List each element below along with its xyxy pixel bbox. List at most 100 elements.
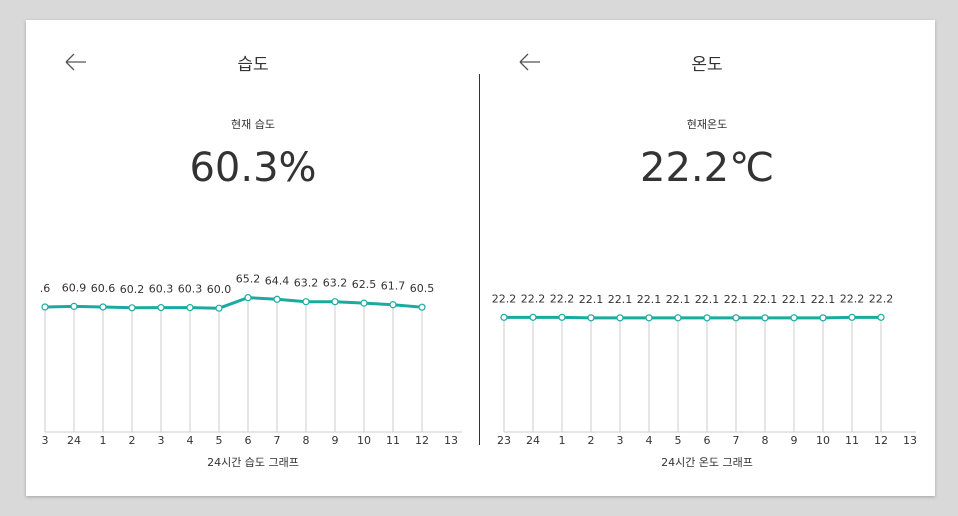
x-tick-label: 24 [67,434,81,447]
x-axis-title: 24시간 습도 그래프 [207,456,299,469]
series-line [504,315,881,320]
data-label: 60.3 [149,283,174,296]
data-label: 65.2 [236,273,261,286]
data-point [418,303,426,311]
data-point [215,304,223,312]
data-point [302,298,310,306]
x-tick-label: 3 [617,434,624,447]
data-label: 63.2 [294,277,319,290]
data-point [360,299,368,307]
series-line [44,296,423,310]
data-label: .6 [40,282,51,295]
data-point [273,295,281,303]
x-tick-label: 12 [415,434,429,447]
x-tick-label: 3 [158,434,165,447]
data-label: 60.3 [178,283,203,296]
data-point [70,302,78,310]
data-point [500,313,508,321]
data-point [674,314,682,322]
card [26,20,935,496]
data-label: 22.2 [550,292,575,305]
current-label: 현재 습도 [231,118,275,131]
data-label: 22.2 [521,292,546,305]
x-tick-label: 1 [559,434,566,447]
x-tick-label: 1 [100,434,107,447]
data-label: 60.0 [207,283,232,296]
x-tick-label: 2 [588,434,595,447]
data-label: 60.5 [410,282,435,295]
x-tick-label: 13 [444,434,458,447]
x-tick-label: 9 [332,434,339,447]
data-label: 60.6 [91,282,116,295]
data-point [877,313,885,321]
current-label: 현재온도 [687,118,727,131]
x-tick-label: 24 [526,434,540,447]
x-tick-label: 5 [675,434,682,447]
x-tick-label: 6 [245,434,252,447]
x-tick-label: 7 [733,434,740,447]
x-tick-label: 10 [816,434,830,447]
data-point [157,303,165,312]
data-label: 22.1 [811,293,836,306]
data-label: 22.1 [579,293,604,306]
data-point [389,301,397,309]
x-tick-label: 5 [216,434,223,447]
current-value: 22.2℃ [640,145,774,191]
x-tick-label: 13 [903,434,917,447]
data-label: 63.2 [323,277,348,290]
back-button[interactable] [519,53,540,71]
data-point [587,314,595,322]
data-label: 60.2 [120,283,145,296]
data-point [848,313,856,321]
data-point [790,314,798,322]
x-tick-label: 8 [762,434,769,447]
x-tick-label: 8 [303,434,310,447]
data-point [41,303,49,311]
data-point [761,314,769,322]
x-tick-label: 11 [845,434,859,447]
data-label: 61.7 [381,280,406,293]
x-axis-title: 24시간 온도 그래프 [661,456,753,469]
data-label: 22.1 [753,293,778,306]
data-label: 22.2 [869,292,894,305]
data-label: 22.2 [840,292,865,305]
data-point [732,314,740,322]
back-button[interactable] [65,53,86,71]
data-point [331,298,339,306]
x-tick-label: 11 [386,434,400,447]
data-point [558,313,566,321]
data-label: 22.1 [782,293,807,306]
data-label: 22.1 [666,293,691,306]
data-point [128,304,136,312]
data-point [244,294,252,302]
x-tick-label: 2 [129,434,136,447]
x-tick-label: 4 [187,434,194,447]
data-point [186,303,194,312]
data-point [616,314,624,322]
x-tick-label: 6 [704,434,711,447]
data-label: 22.1 [695,293,720,306]
data-label: 22.2 [492,292,517,305]
x-tick-label: 4 [646,434,653,447]
data-label: 22.1 [637,293,662,306]
data-point [529,313,537,321]
x-tick-label: 23 [497,434,511,447]
data-label: 60.9 [62,281,87,294]
x-tick-label: 10 [357,434,371,447]
data-label: 64.4 [265,274,290,287]
data-point [99,303,107,311]
data-label: 22.1 [608,293,633,306]
data-label: 62.5 [352,278,377,291]
data-label: 22.1 [724,293,749,306]
x-tick-label: 12 [874,434,888,447]
data-point [703,314,711,322]
x-tick-label: 3 [42,434,49,447]
panel-title: 습도 [237,55,268,75]
data-point [645,314,653,322]
panel-title: 온도 [691,55,722,75]
data-point [819,314,827,322]
x-tick-label: 9 [791,434,798,447]
x-tick-label: 7 [274,434,281,447]
